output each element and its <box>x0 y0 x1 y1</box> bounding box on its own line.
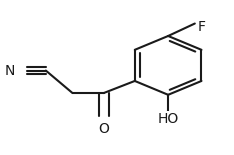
Text: HO: HO <box>157 112 179 126</box>
Text: O: O <box>98 122 109 136</box>
Text: N: N <box>4 64 15 78</box>
Text: F: F <box>197 20 205 34</box>
